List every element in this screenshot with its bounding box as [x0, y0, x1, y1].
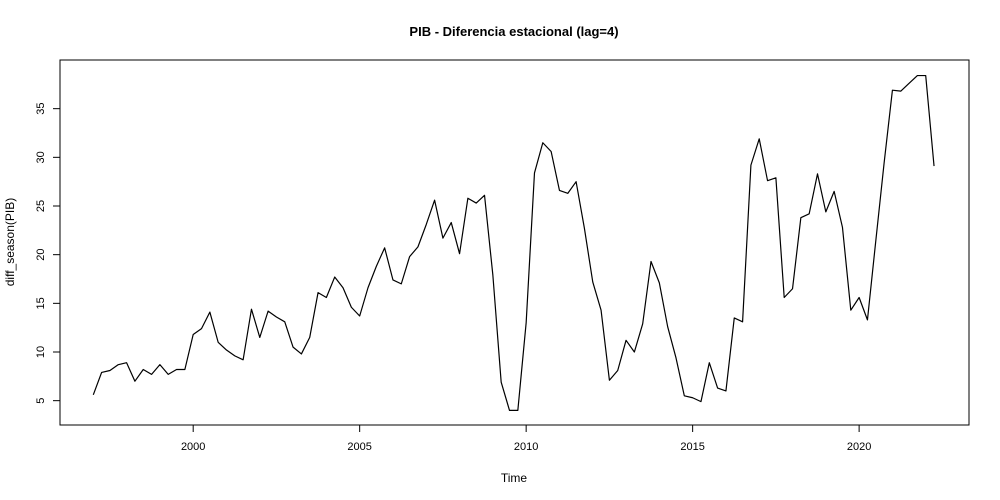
y-tick-label: 35	[35, 103, 47, 115]
y-axis-label: diff_season(PIB)	[3, 198, 17, 287]
y-tick-label: 30	[35, 151, 47, 163]
x-axis-label: Time	[501, 471, 528, 485]
x-tick-label: 2000	[181, 441, 205, 453]
y-tick-label: 15	[35, 297, 47, 309]
x-tick-label: 2010	[514, 441, 538, 453]
x-tick-label: 2020	[847, 441, 871, 453]
y-tick-label: 25	[35, 200, 47, 212]
series-group	[92, 74, 935, 411]
y-tick-label: 20	[35, 249, 47, 261]
x-tick-label: 2015	[680, 441, 704, 453]
x-tick-label: 2005	[347, 441, 371, 453]
series-line	[92, 74, 935, 411]
chart-title: PIB - Diferencia estacional (lag=4)	[409, 24, 618, 39]
y-tick-label: 10	[35, 346, 47, 358]
y-axis: 5 10 15 20 25 30 35	[35, 103, 61, 404]
plot-frame	[59, 59, 970, 426]
x-axis: 2000 2005 2010 2015 2020	[181, 424, 871, 453]
y-tick-label: 5	[35, 398, 47, 404]
